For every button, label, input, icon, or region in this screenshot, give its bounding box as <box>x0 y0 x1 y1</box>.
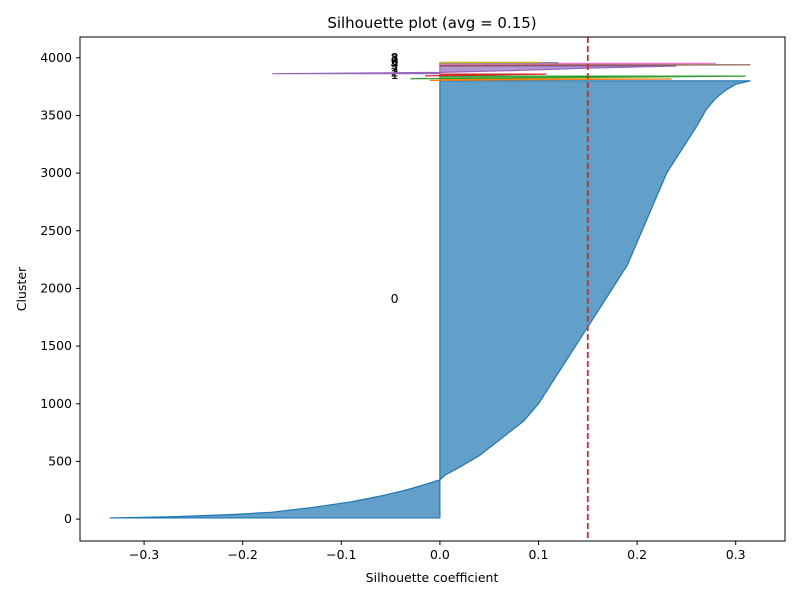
cluster-label-7: 7 <box>391 52 399 67</box>
cluster-1-silhouette <box>430 78 672 81</box>
y-tick-label: 4000 <box>40 50 72 65</box>
cluster-label-1: 1 <box>391 67 399 82</box>
cluster-label-6: 6 <box>391 53 399 68</box>
x-tick-label: 0.1 <box>529 547 549 562</box>
x-tick-label: 0.0 <box>430 547 450 562</box>
x-tick-label: −0.2 <box>228 547 258 562</box>
y-tick-label: 2500 <box>40 223 72 238</box>
y-tick-label: 1000 <box>40 396 72 411</box>
cluster-label-8: 8 <box>391 50 399 65</box>
y-tick-label: 3000 <box>40 165 72 180</box>
x-tick-label: 0.3 <box>726 547 746 562</box>
x-axis-label: Silhouette coefficient <box>366 570 499 585</box>
cluster-label-3: 3 <box>391 62 399 77</box>
y-axis-ticks: 0 500 1000 1500 2000 2500 3000 3500 4000 <box>40 50 80 526</box>
cluster-label-4: 4 <box>391 56 399 71</box>
x-tick-label: 0.2 <box>627 547 647 562</box>
cluster-4-silhouette <box>272 65 677 75</box>
axes-frame <box>79 36 786 542</box>
y-tick-label: 1500 <box>40 338 72 353</box>
y-axis-label: Cluster <box>14 266 29 311</box>
cluster-0-silhouette <box>109 80 751 519</box>
x-tick-label: −0.3 <box>129 547 159 562</box>
y-tick-label: 0 <box>64 511 72 526</box>
x-tick-label: −0.1 <box>326 547 356 562</box>
y-tick-label: 2000 <box>40 280 72 295</box>
cluster-2-silhouette <box>410 75 746 80</box>
y-tick-label: 500 <box>48 453 72 468</box>
cluster-5-silhouette <box>439 64 751 67</box>
x-axis-ticks: −0.3 −0.2 −0.1 0.0 0.1 0.2 0.3 <box>129 541 746 562</box>
chart-title: Silhouette plot (avg = 0.15) <box>327 14 536 32</box>
cluster-6-silhouette <box>439 62 716 66</box>
cluster-label-2: 2 <box>391 65 399 80</box>
cluster-label-0: 0 <box>391 291 399 306</box>
cluster-label-5: 5 <box>391 55 399 70</box>
y-tick-label: 3500 <box>40 107 72 122</box>
